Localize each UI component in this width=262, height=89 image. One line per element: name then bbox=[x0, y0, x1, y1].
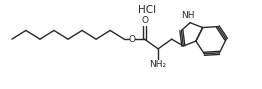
Text: O: O bbox=[128, 35, 135, 44]
Text: O: O bbox=[141, 16, 148, 25]
Text: NH: NH bbox=[181, 11, 195, 20]
Text: NH₂: NH₂ bbox=[150, 60, 167, 69]
Text: HCl: HCl bbox=[138, 5, 156, 15]
